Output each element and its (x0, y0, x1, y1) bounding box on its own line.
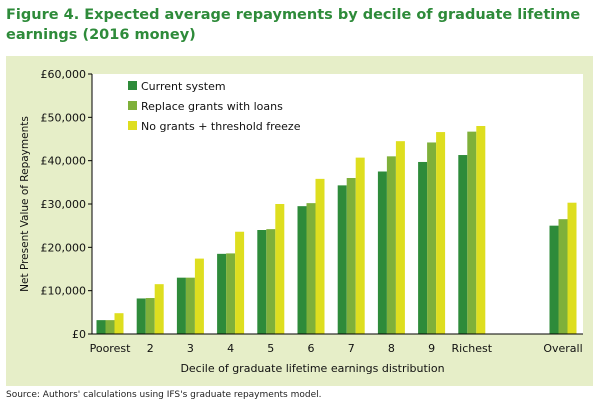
x-tick-label: 8 (388, 342, 395, 355)
bar-1-overall (549, 225, 559, 334)
bar-3-8 (395, 141, 405, 334)
bar-3-3 (194, 258, 204, 334)
legend-label: Replace grants with loans (141, 100, 283, 113)
bar-1-5 (257, 230, 267, 334)
bar-2-2 (145, 298, 155, 334)
figure-title: Figure 4. Expected average repayments by… (6, 7, 581, 43)
legend-swatch (128, 81, 137, 90)
chart-panel: £0 £10,000 £20,000 £30,000 £40,000 £50,000 £60… (6, 56, 593, 386)
bar-2-poorest (105, 320, 115, 334)
bar-2-richest (467, 131, 477, 334)
bar-3-overall (567, 202, 577, 334)
y-tick-label: £10,000 (41, 285, 87, 298)
bar-1-richest (458, 155, 468, 334)
plot-area (92, 74, 583, 334)
bar-2-8 (386, 156, 396, 334)
bar-1-2 (136, 298, 146, 334)
y-tick-label: £20,000 (41, 241, 87, 254)
bar-1-9 (418, 161, 428, 334)
x-tick-label: 3 (187, 342, 194, 355)
x-axis-title: Decile of graduate lifetime earnings dis… (180, 362, 444, 375)
bar-3-poorest (114, 313, 124, 334)
y-tick-label: £0 (72, 328, 86, 341)
bar-2-4 (226, 253, 236, 334)
bar-3-2 (154, 284, 164, 334)
bar-3-9 (436, 132, 446, 334)
bar-2-5 (266, 229, 276, 334)
bar-2-3 (185, 277, 195, 334)
x-tick-label: 9 (428, 342, 435, 355)
bar-3-6 (315, 178, 325, 334)
source-note: Source: Authors' calculations using IFS'… (6, 390, 322, 400)
bar-1-7 (337, 185, 347, 334)
bar-3-4 (235, 231, 245, 334)
bar-1-8 (377, 171, 387, 334)
bar-3-7 (355, 157, 365, 334)
bar-chart: £0 £10,000 £20,000 £30,000 £40,000 £50,000 £60… (19, 68, 583, 375)
x-tick-label: Richest (452, 342, 493, 355)
bar-2-overall (558, 219, 568, 334)
y-axis-title: Net Present Value of Repayments (19, 116, 31, 292)
x-tick-label: Overall (543, 342, 582, 355)
legend-label: Current system (141, 80, 226, 93)
x-tick-label: 5 (267, 342, 274, 355)
legend-swatch (128, 101, 137, 110)
y-tick-label: £30,000 (41, 198, 87, 211)
bar-2-7 (346, 178, 356, 334)
y-tick-label: £60,000 (41, 68, 87, 81)
bar-1-4 (217, 253, 227, 334)
bar-3-5 (275, 204, 285, 334)
x-tick-label: 4 (227, 342, 234, 355)
bar-1-poorest (96, 320, 106, 334)
bar-1-3 (176, 277, 186, 334)
legend-label: No grants + threshold freeze (141, 120, 301, 133)
bar-1-6 (297, 206, 307, 334)
bar-3-richest (476, 126, 486, 334)
bar-2-9 (427, 142, 437, 334)
x-tick-label: Poorest (90, 342, 131, 355)
y-tick-label: £40,000 (41, 155, 87, 168)
x-tick-label: 2 (147, 342, 154, 355)
y-tick-label: £50,000 (41, 111, 87, 124)
bar-2-6 (306, 203, 316, 334)
legend-swatch (128, 121, 137, 130)
x-tick-label: 7 (348, 342, 355, 355)
x-tick-label: 6 (308, 342, 315, 355)
